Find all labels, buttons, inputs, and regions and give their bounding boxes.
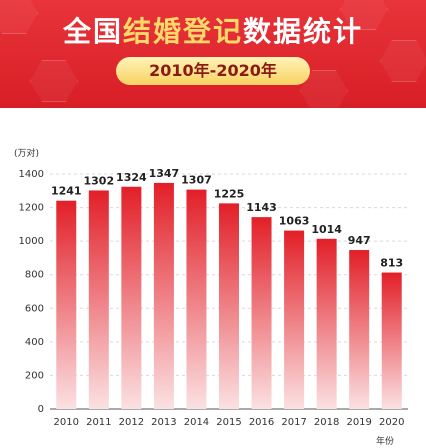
y-tick-label: 0 [38, 404, 44, 415]
y-tick-label: 600 [25, 303, 44, 314]
x-tick-label: 2017 [281, 417, 306, 428]
x-tick-label: 2015 [216, 417, 241, 428]
bar-2012 [121, 186, 142, 409]
bar-2013 [153, 182, 174, 409]
bar-value-label: 1241 [51, 185, 82, 198]
bar-2016 [251, 217, 272, 409]
hexagon-decoration [30, 60, 78, 102]
y-tick-label: 400 [25, 337, 44, 348]
bar-2014 [186, 189, 207, 409]
x-tick-label: 2010 [54, 417, 79, 428]
y-tick-label: 1000 [19, 236, 44, 247]
x-axis-label: 年份 [376, 437, 395, 447]
bar-value-label: 813 [380, 257, 403, 270]
y-tick-label: 1400 [19, 169, 44, 180]
bar-2020 [381, 272, 402, 409]
bar-2015 [219, 203, 239, 409]
bar-value-label: 1307 [181, 174, 212, 187]
bar-2017 [284, 230, 305, 409]
x-tick-label: 2014 [184, 417, 209, 428]
bar-value-label: 1347 [149, 167, 180, 180]
bar-value-label: 1324 [116, 171, 147, 184]
period-badge: 2010年-2020年 [116, 57, 310, 85]
bar-2010 [56, 200, 77, 409]
x-tick-label: 2016 [249, 417, 274, 428]
x-tick-label: 2013 [151, 417, 176, 428]
x-tick-label: 2011 [86, 417, 111, 428]
y-tick-label: 1200 [19, 203, 44, 214]
y-tick-label: 200 [25, 370, 44, 381]
bar-2018 [316, 238, 337, 409]
bar-value-label: 947 [348, 234, 371, 247]
x-tick-label: 2018 [314, 417, 339, 428]
y-tick-label: 800 [25, 270, 44, 281]
bar-value-label: 1143 [246, 201, 277, 214]
bar-2019 [349, 250, 370, 409]
x-tick-label: 2019 [346, 417, 371, 428]
bar-value-label: 1063 [279, 215, 310, 228]
bar-value-label: 1225 [214, 187, 245, 200]
bar-value-label: 1014 [311, 223, 342, 236]
y-axis-label: (万对) [14, 149, 40, 159]
page-title: 全国结婚登记数据统计 [62, 15, 364, 48]
x-tick-label: 2012 [119, 417, 144, 428]
x-tick-label: 2020 [379, 417, 404, 428]
bar-value-label: 1302 [84, 174, 115, 187]
bar-2011 [88, 190, 109, 409]
header-banner: 全国结婚登记数据统计 2010年-2020年 [0, 0, 426, 108]
